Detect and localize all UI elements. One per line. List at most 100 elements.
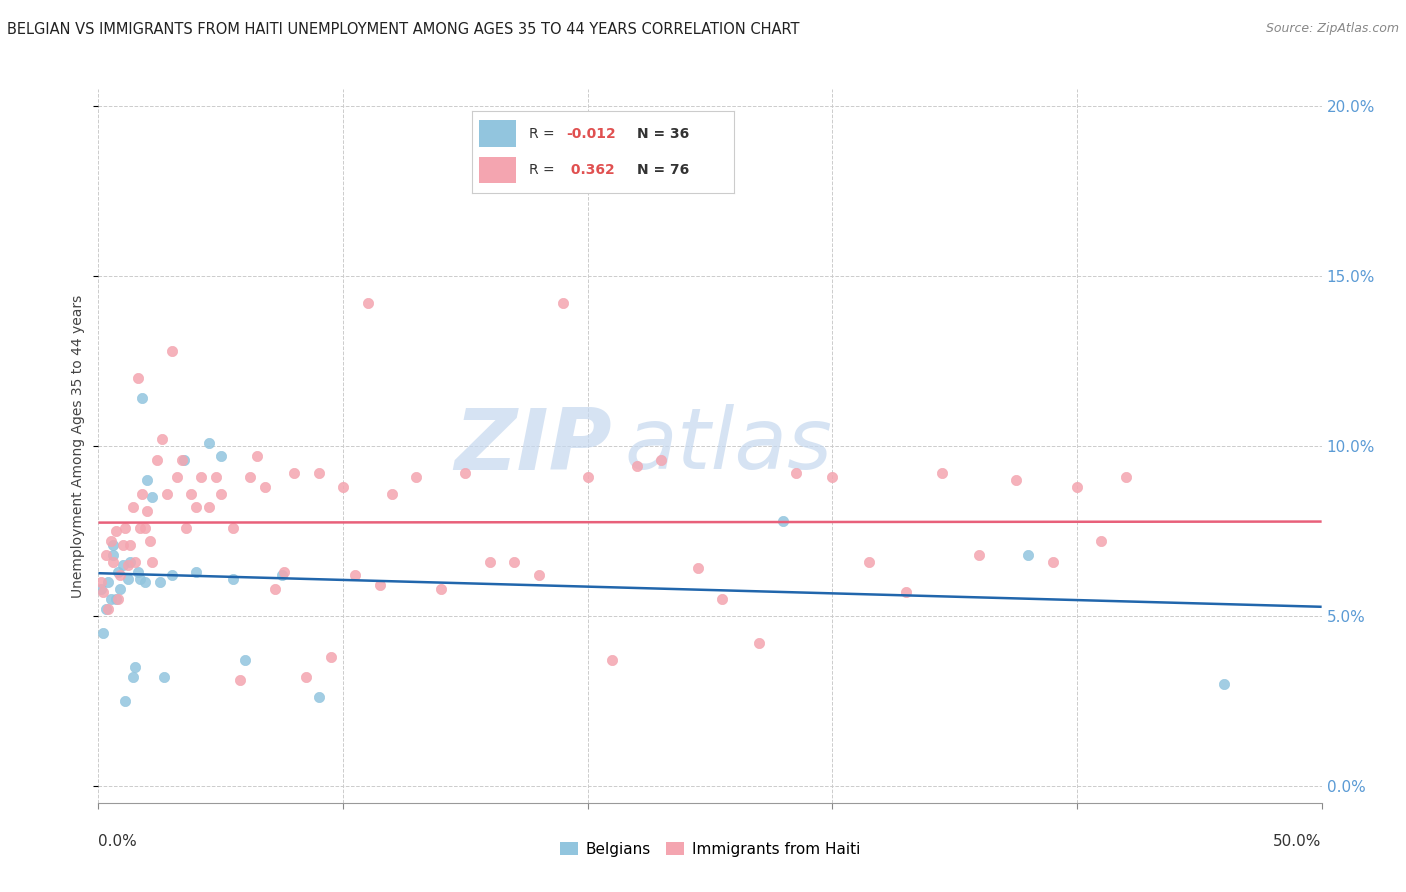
- Point: [186, 565, 208, 579]
- Point: [229, 673, 252, 688]
- Point: [686, 561, 709, 575]
- Point: [1004, 473, 1026, 487]
- Text: 0.0%: 0.0%: [98, 834, 138, 849]
- Point: [295, 670, 318, 684]
- Point: [134, 574, 156, 589]
- Point: [478, 555, 501, 569]
- Point: [94, 548, 117, 562]
- Text: atlas: atlas: [624, 404, 832, 488]
- Legend: Belgians, Immigrants from Haiti: Belgians, Immigrants from Haiti: [554, 836, 866, 863]
- Point: [650, 452, 672, 467]
- Point: [111, 558, 134, 572]
- Point: [894, 585, 917, 599]
- Point: [263, 582, 285, 596]
- Point: [129, 572, 152, 586]
- Point: [190, 469, 212, 483]
- Point: [160, 568, 183, 582]
- Point: [246, 449, 269, 463]
- Point: [166, 469, 188, 483]
- Point: [150, 432, 173, 446]
- Point: [97, 602, 120, 616]
- Point: [1212, 677, 1234, 691]
- Point: [141, 490, 163, 504]
- Point: [430, 582, 453, 596]
- Point: [146, 452, 169, 467]
- Point: [124, 555, 146, 569]
- Point: [91, 585, 114, 599]
- Point: [1090, 534, 1112, 549]
- Point: [160, 343, 183, 358]
- Point: [100, 534, 122, 549]
- Point: [527, 568, 550, 582]
- Point: [332, 480, 354, 494]
- Point: [270, 568, 294, 582]
- Point: [107, 591, 129, 606]
- Point: [131, 486, 153, 500]
- Point: [170, 452, 193, 467]
- Point: [553, 296, 575, 310]
- Point: [186, 500, 208, 515]
- Point: [101, 548, 124, 562]
- Point: [209, 449, 232, 463]
- Text: 50.0%: 50.0%: [1274, 834, 1322, 849]
- Point: [104, 591, 127, 606]
- Point: [136, 503, 159, 517]
- Point: [121, 670, 143, 684]
- Point: [176, 520, 198, 534]
- Point: [104, 524, 127, 538]
- Point: [1042, 555, 1064, 569]
- Point: [121, 500, 143, 515]
- Point: [283, 466, 305, 480]
- Point: [149, 574, 172, 589]
- Point: [101, 555, 124, 569]
- Point: [711, 591, 734, 606]
- Point: [110, 568, 132, 582]
- Point: [127, 371, 149, 385]
- Point: [858, 555, 880, 569]
- Point: [114, 694, 136, 708]
- Point: [821, 469, 844, 483]
- Point: [600, 653, 623, 667]
- Point: [197, 500, 219, 515]
- Point: [173, 452, 195, 467]
- Point: [319, 649, 342, 664]
- Point: [253, 480, 276, 494]
- Point: [97, 574, 120, 589]
- Point: [101, 537, 124, 551]
- Point: [209, 486, 232, 500]
- Point: [308, 690, 330, 705]
- Point: [180, 486, 202, 500]
- Point: [454, 466, 477, 480]
- Point: [785, 466, 807, 480]
- Point: [129, 520, 152, 534]
- Point: [120, 555, 142, 569]
- Text: ZIP: ZIP: [454, 404, 612, 488]
- Point: [273, 565, 295, 579]
- Point: [308, 466, 330, 480]
- Point: [100, 591, 122, 606]
- Point: [197, 435, 219, 450]
- Point: [90, 574, 112, 589]
- Point: [967, 548, 990, 562]
- Point: [117, 558, 139, 572]
- Point: [405, 469, 427, 483]
- Point: [114, 520, 136, 534]
- Point: [94, 602, 117, 616]
- Point: [222, 520, 245, 534]
- Text: Source: ZipAtlas.com: Source: ZipAtlas.com: [1265, 22, 1399, 36]
- Point: [626, 459, 648, 474]
- Point: [111, 537, 134, 551]
- Point: [222, 572, 245, 586]
- Y-axis label: Unemployment Among Ages 35 to 44 years: Unemployment Among Ages 35 to 44 years: [72, 294, 86, 598]
- Point: [131, 392, 153, 406]
- Text: BELGIAN VS IMMIGRANTS FROM HAITI UNEMPLOYMENT AMONG AGES 35 TO 44 YEARS CORRELAT: BELGIAN VS IMMIGRANTS FROM HAITI UNEMPLO…: [7, 22, 800, 37]
- Point: [139, 534, 162, 549]
- Point: [134, 520, 156, 534]
- Point: [748, 636, 770, 650]
- Point: [239, 469, 262, 483]
- Point: [127, 565, 149, 579]
- Point: [153, 670, 176, 684]
- Point: [141, 555, 163, 569]
- Point: [110, 582, 132, 596]
- Point: [931, 466, 953, 480]
